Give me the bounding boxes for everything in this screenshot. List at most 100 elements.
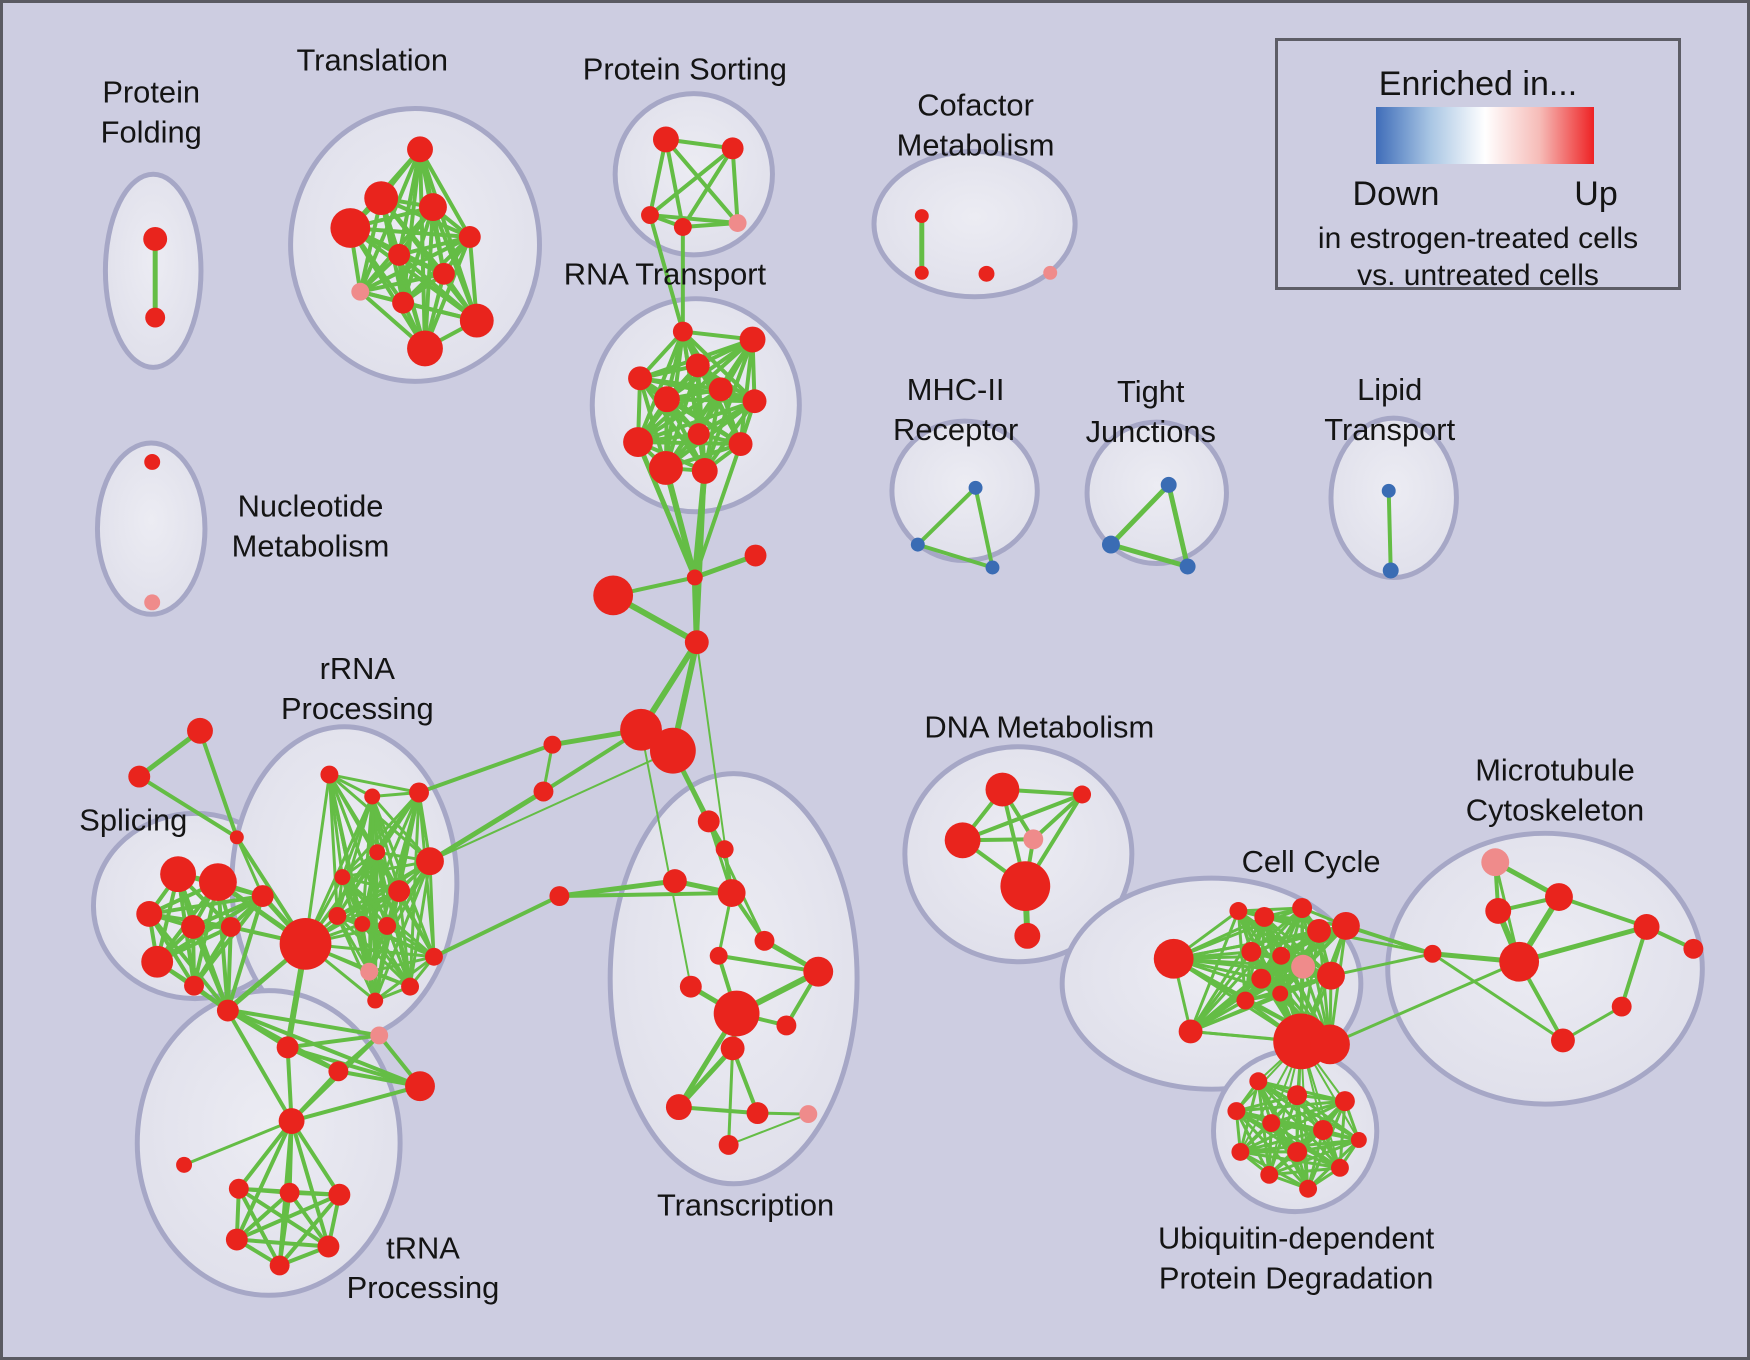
edge [327,773,421,794]
edge [1329,952,1435,978]
cluster-label-rrna-processing: rRNA Processing [281,651,434,726]
gene-set-node [803,956,834,987]
gene-set-node [910,537,925,552]
gene-set-node [388,243,411,266]
edge [1166,482,1191,569]
edge [1431,952,1565,1042]
gene-set-node [136,901,163,927]
edge [287,1190,331,1249]
cluster-label-rna-transport: RNA Transport [564,257,767,292]
edge [370,794,432,863]
gene-set-node [225,1228,248,1251]
gene-set-node [1178,1019,1203,1044]
edge [1267,1166,1342,1177]
gene-set-node [424,947,443,966]
edge [397,252,479,323]
edge [636,329,685,445]
gene-set-node [1481,848,1510,877]
gene-set-node [1262,1114,1281,1132]
gene-set-node [1249,1072,1268,1091]
gene-set-node [691,457,718,484]
edge [1556,895,1649,929]
edge [648,213,685,334]
gene-set-node [649,727,696,774]
edge [638,376,757,404]
edge [636,440,743,447]
gene-set-node [1423,944,1442,963]
gene-set-node [405,1071,435,1102]
gene-set-node [364,788,381,805]
edge [234,1192,342,1242]
gene-set-node [1307,918,1331,943]
edge [335,850,379,918]
gene-set-node [401,977,420,996]
gene-set-node [968,480,983,495]
edge [236,1186,282,1268]
edge [556,878,678,899]
edge [1108,542,1191,569]
gene-set-node [128,765,151,788]
cluster-label-lipid-transport: Lipid Transport [1324,372,1455,447]
gene-set-node [184,975,204,996]
edge [373,889,401,1003]
gene-set-node [407,136,433,163]
gene-set-node [1272,985,1289,1002]
edge [358,271,446,294]
edge [430,205,479,323]
edge [680,146,735,229]
gene-set-node [217,1000,236,1019]
edge [367,955,436,974]
edge [348,226,427,351]
edge [1189,909,1240,1033]
edge [182,1119,294,1167]
edge [224,1007,423,1089]
edge [289,1119,331,1249]
gene-set-node [360,962,379,981]
edge [1328,960,1521,1046]
gene-set-node [1331,911,1360,940]
gene-set-node [378,916,397,935]
edge [340,791,421,879]
edge [638,376,707,473]
gene-set-node [392,291,415,314]
cluster-label-cell-cycle: Cell Cycle [1242,844,1381,879]
cluster-label-ubiquitin-degradation: Ubiquitin-dependent Protein Degradation [1158,1220,1435,1295]
gene-set-node [228,1178,249,1199]
edge [636,399,757,445]
edge [662,464,698,581]
gene-set-node [1272,946,1291,965]
cluster-label-splicing: Splicing [79,802,187,837]
gene-set-node [1317,961,1345,990]
gene-set-node [549,886,570,906]
gene-set-node [409,782,429,803]
edge [423,234,472,351]
gene-set-node [1251,968,1272,989]
gene-set-node [1160,476,1177,493]
gene-set-node [721,137,744,160]
gene-set-node [144,594,161,611]
gene-set-node [458,226,481,248]
gene-set-node [229,830,244,845]
gene-set-node [369,844,386,861]
gene-set-node [1381,483,1396,498]
edge [224,1007,294,1124]
gene-set-node [370,1026,389,1045]
edge [1238,1150,1342,1170]
cluster-label-dna-metabolism: DNA Metabolism [924,710,1154,745]
edge [1108,482,1172,548]
edge [335,794,374,918]
gene-set-node [715,840,734,859]
gene-set-node [1683,938,1704,959]
edge [680,329,757,404]
gene-set-node [713,990,760,1037]
edge [277,1192,342,1268]
cluster-label-translation: Translation [296,43,448,78]
gene-set-node [1153,938,1194,979]
edge [1234,1099,1347,1113]
gene-set-node [623,427,653,457]
cluster-label-trna-processing: tRNA Processing [347,1230,500,1305]
cluster-labels: Protein Folding Translation Protein Sorting… [79,43,1644,1306]
gene-set-node [687,423,710,446]
legend-gradient-bar [1376,107,1594,164]
